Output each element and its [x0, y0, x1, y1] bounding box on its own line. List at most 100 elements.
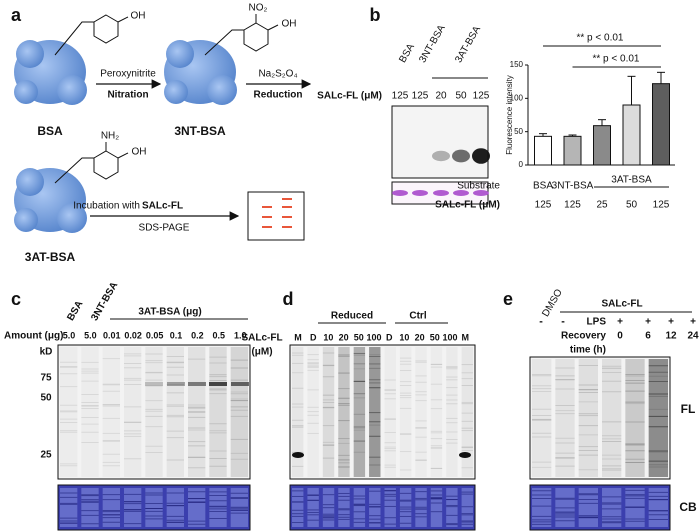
- lane-smear: [446, 347, 458, 477]
- label: Ctrl: [409, 311, 426, 322]
- amount: 0.05: [146, 330, 164, 340]
- gel: [289, 484, 476, 531]
- lane-label: D: [386, 332, 393, 342]
- gel: [57, 344, 251, 480]
- lane-smear: [602, 359, 622, 477]
- concentration: 125: [412, 91, 429, 102]
- band: [188, 382, 206, 386]
- band: [432, 150, 450, 162]
- substituent: NH₂: [101, 131, 119, 142]
- label: 3AT-BSA (μg): [138, 307, 201, 318]
- gel: [289, 344, 476, 480]
- x-tick-label: 125: [535, 200, 552, 211]
- error-bar: [568, 134, 577, 137]
- label: Recovery: [561, 331, 606, 342]
- error-bar: [598, 119, 606, 126]
- lps-state: +: [690, 317, 696, 328]
- band: [145, 382, 163, 386]
- panel-label: a: [11, 5, 22, 25]
- lane-stain: [430, 488, 443, 527]
- lane-stain: [307, 488, 319, 527]
- band: [472, 148, 490, 164]
- lane-smear: [209, 347, 227, 477]
- band: [453, 190, 469, 196]
- y-tick-label: 0: [519, 160, 524, 169]
- label: Incubation with: [73, 201, 140, 212]
- label: kD: [40, 347, 53, 358]
- gel: [529, 356, 671, 480]
- lane-smear: [188, 347, 206, 477]
- label: Na₂S₂O₄: [258, 69, 297, 80]
- label: Amount (μg): [4, 331, 63, 342]
- x-tick-label: 50: [626, 200, 638, 211]
- amount: 5.0: [63, 330, 76, 340]
- label: LPS: [587, 317, 607, 328]
- lps-state: -: [539, 317, 542, 328]
- lane-label: 3AT-BSA: [453, 24, 483, 65]
- band: [473, 190, 489, 196]
- amount: 0.1: [170, 330, 183, 340]
- x-tick-label: 125: [653, 200, 670, 211]
- row-label: SALc-FL (μM): [435, 200, 500, 211]
- lane-label: BSA: [65, 299, 85, 323]
- concentration: 20: [435, 91, 447, 102]
- reaction-arrows: [90, 79, 312, 221]
- label: (μM): [251, 347, 272, 358]
- lane-smear: [353, 347, 366, 477]
- concentration: 125: [392, 91, 409, 102]
- lane-smear: [145, 347, 163, 477]
- lane-stain: [446, 488, 458, 527]
- band: [452, 149, 470, 163]
- lane-smear: [166, 347, 184, 477]
- lane-smear: [625, 359, 645, 477]
- lane-label: M: [461, 332, 469, 342]
- substituent: NO₂: [249, 3, 268, 14]
- label: 3AT-BSA: [611, 175, 652, 186]
- lane-smear: [578, 359, 598, 477]
- annotation: ** p < 0.01: [593, 54, 640, 65]
- recovery-time: 24: [687, 331, 699, 342]
- band: [433, 190, 449, 196]
- lane-label: 3NT-BSA: [417, 23, 448, 65]
- lane-smear: [292, 347, 304, 477]
- lane-stain: [166, 488, 184, 527]
- panel-label: b: [370, 5, 381, 25]
- band: [392, 190, 408, 196]
- lane-stain: [81, 488, 99, 527]
- band: [209, 382, 227, 386]
- lane-stain: [338, 488, 350, 527]
- amount: 5.0: [84, 330, 97, 340]
- chemical-rings: [54, 14, 279, 184]
- lane-label: 50: [430, 332, 440, 342]
- label: Nitration: [107, 90, 148, 101]
- row-label: Substrate: [457, 181, 500, 192]
- lane-stain: [188, 488, 206, 527]
- lane-smear: [400, 347, 411, 477]
- panel-label: e: [503, 289, 513, 309]
- x-tick-label: 25: [596, 200, 608, 211]
- recovery-time: -: [561, 317, 564, 328]
- marker-band: [459, 452, 471, 458]
- x-tick-label: 125: [564, 200, 581, 211]
- lane-label: BSA: [397, 42, 417, 65]
- band: [231, 382, 249, 386]
- recovery-time: 0: [617, 331, 623, 342]
- lane-smear: [81, 347, 98, 477]
- label: SALc-FL (μM): [317, 91, 382, 102]
- lane-label: 20: [339, 332, 349, 342]
- label: SALc-FL: [601, 299, 642, 310]
- lane-smear: [322, 347, 335, 477]
- protein-name: 3NT-BSA: [174, 124, 226, 138]
- error-bar: [539, 133, 547, 137]
- lane-stain: [602, 488, 622, 527]
- lane-smear: [230, 347, 248, 477]
- gel-icon: [247, 191, 305, 241]
- lane-stain: [292, 488, 304, 527]
- y-tick-label: 150: [510, 60, 524, 69]
- marker-size: 75: [40, 373, 52, 384]
- recovery-time: 6: [645, 331, 651, 342]
- error-bar: [657, 71, 665, 84]
- protein-structures: [14, 40, 237, 233]
- panel-label: c: [11, 289, 21, 309]
